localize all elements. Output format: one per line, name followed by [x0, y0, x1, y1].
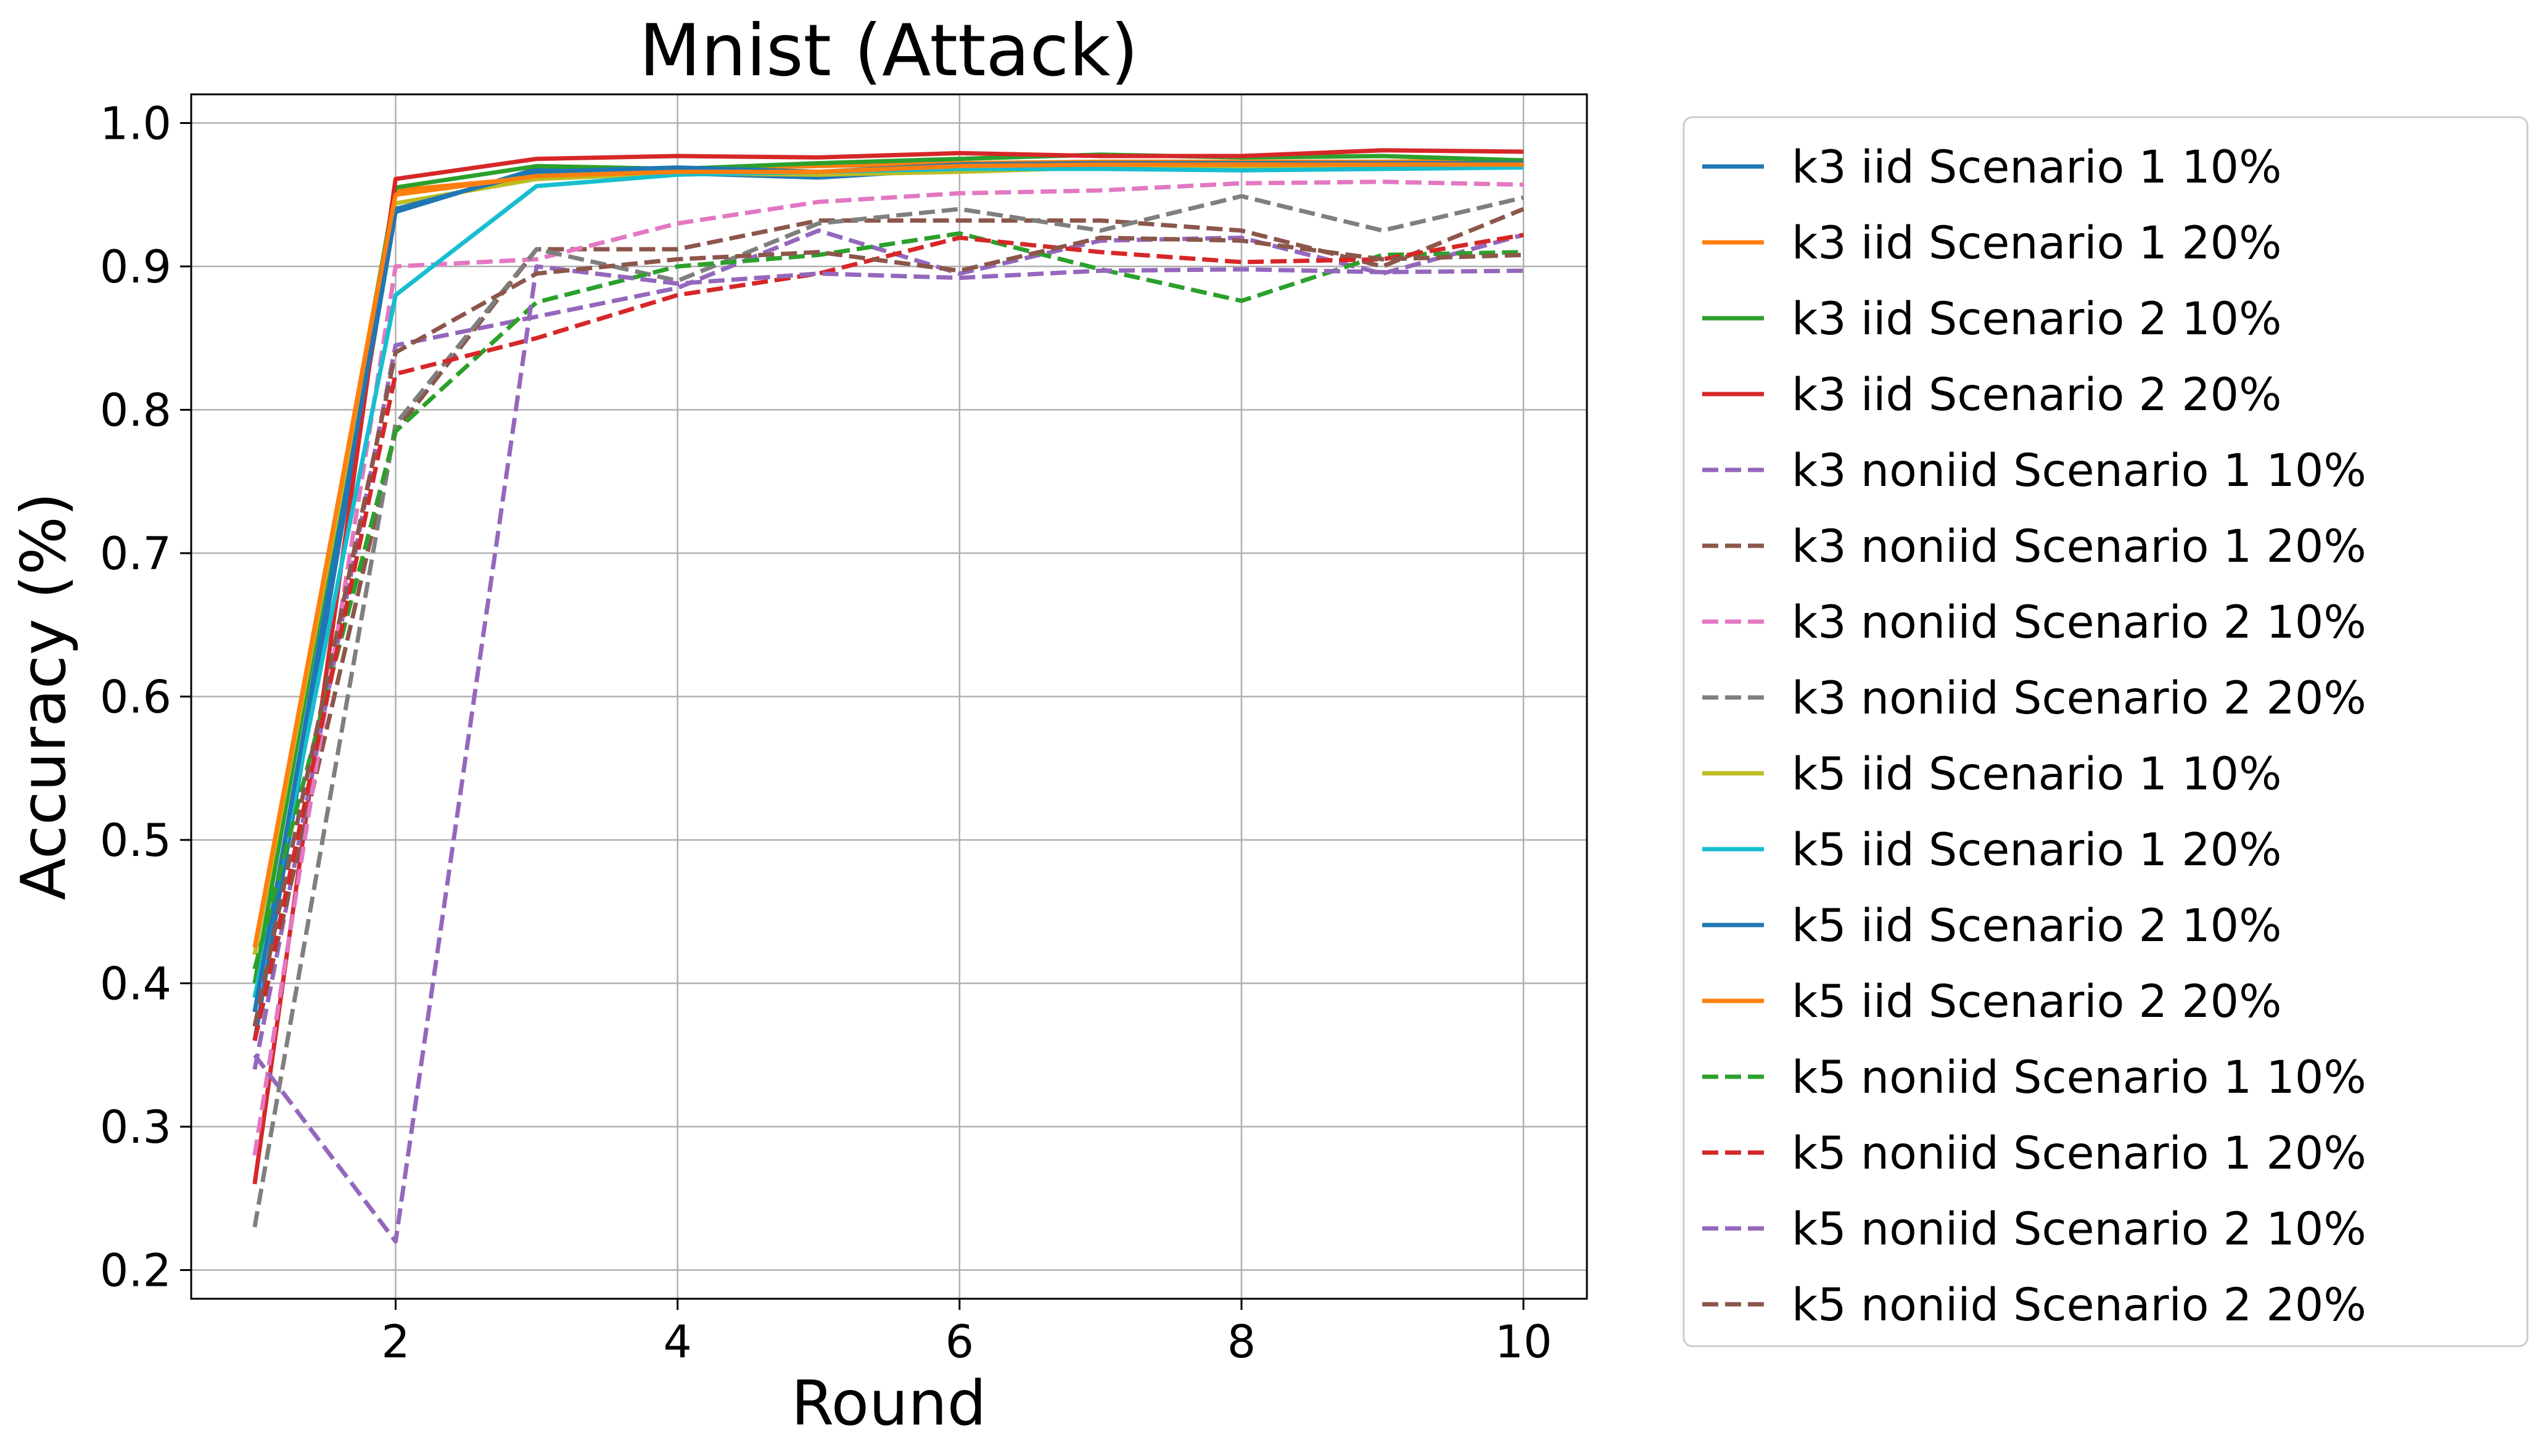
series-line-11	[252, 161, 1524, 1013]
series-line-4	[252, 148, 1524, 1185]
legend-label-14: k5 noniid Scenario 1 20%	[1792, 1127, 2366, 1180]
legend-label-12: k5 iid Scenario 2 20%	[1792, 976, 2281, 1028]
y-axis-label: Accuracy (%)	[7, 492, 80, 900]
y-tick-label: 1.0	[100, 98, 171, 150]
series-line-9	[252, 163, 1524, 955]
legend-label-16: k5 noniid Scenario 2 20%	[1792, 1279, 2366, 1331]
y-tick-label: 0.6	[100, 672, 171, 724]
legend-frame	[1682, 116, 2529, 1347]
series-line-14	[252, 232, 1524, 1042]
y-tick-label: 0.3	[100, 1101, 171, 1154]
series-line-2	[252, 158, 1524, 955]
x-tick-label: 8	[1227, 1316, 1256, 1368]
legend-label-8: k3 noniid Scenario 2 20%	[1792, 672, 2366, 725]
y-tick-label: 0.8	[100, 385, 171, 437]
legend-label-4: k3 iid Scenario 2 20%	[1792, 369, 2281, 421]
y-axis: 0.2 0.3 0.4 0.5 0.6 0.7 0.8 0.9 1.0	[100, 98, 191, 1298]
y-tick-label: 0.5	[100, 815, 171, 867]
series-line-8	[252, 194, 1524, 1228]
legend-label-5: k3 noniid Scenario 1 10%	[1792, 445, 2366, 497]
legend-label-13: k5 noniid Scenario 1 10%	[1792, 1051, 2366, 1104]
series-line-12	[252, 162, 1524, 948]
legend-label-6: k3 noniid Scenario 1 20%	[1792, 520, 2366, 573]
series-line-15	[253, 264, 1524, 1244]
series-line-7	[252, 179, 1524, 1156]
series-line-5	[252, 228, 1525, 1070]
legend-label-9: k5 iid Scenario 1 10%	[1792, 748, 2281, 800]
legend-label-3: k3 iid Scenario 2 10%	[1792, 293, 2281, 345]
x-tick-label: 10	[1495, 1316, 1552, 1368]
y-tick-label: 0.2	[100, 1245, 171, 1298]
x-axis: 2 4 6 8 10	[381, 1299, 1552, 1368]
series-line-6	[252, 207, 1525, 1042]
legend: k3 iid Scenario 1 10% k3 iid Scenario 1 2…	[1682, 116, 2529, 1347]
legend-label-11: k5 iid Scenario 2 10%	[1792, 900, 2281, 952]
legend-label-1: k3 iid Scenario 1 10%	[1792, 141, 2281, 194]
grid	[191, 94, 1587, 1299]
series-layer	[252, 148, 1525, 1244]
y-tick-label: 0.7	[100, 528, 171, 580]
legend-label-15: k5 noniid Scenario 2 10%	[1792, 1203, 2366, 1256]
x-tick-label: 4	[663, 1316, 691, 1368]
legend-label-2: k3 iid Scenario 1 20%	[1792, 217, 2281, 269]
x-tick-label: 6	[945, 1316, 974, 1368]
series-line-13	[252, 231, 1524, 970]
series-line-1	[252, 162, 1524, 1042]
series-line-3	[252, 152, 1524, 984]
series-line-10	[252, 165, 1524, 998]
legend-label-7: k3 noniid Scenario 2 10%	[1792, 596, 2366, 649]
legend-label-10: k5 iid Scenario 1 20%	[1792, 824, 2281, 876]
x-axis-label: Round	[791, 1367, 986, 1439]
y-tick-label: 0.4	[100, 958, 171, 1011]
series-line-16	[252, 236, 1524, 1027]
chart-title: Mnist (Attack)	[639, 9, 1138, 93]
x-tick-label: 2	[381, 1316, 410, 1368]
y-tick-label: 0.9	[100, 241, 171, 294]
